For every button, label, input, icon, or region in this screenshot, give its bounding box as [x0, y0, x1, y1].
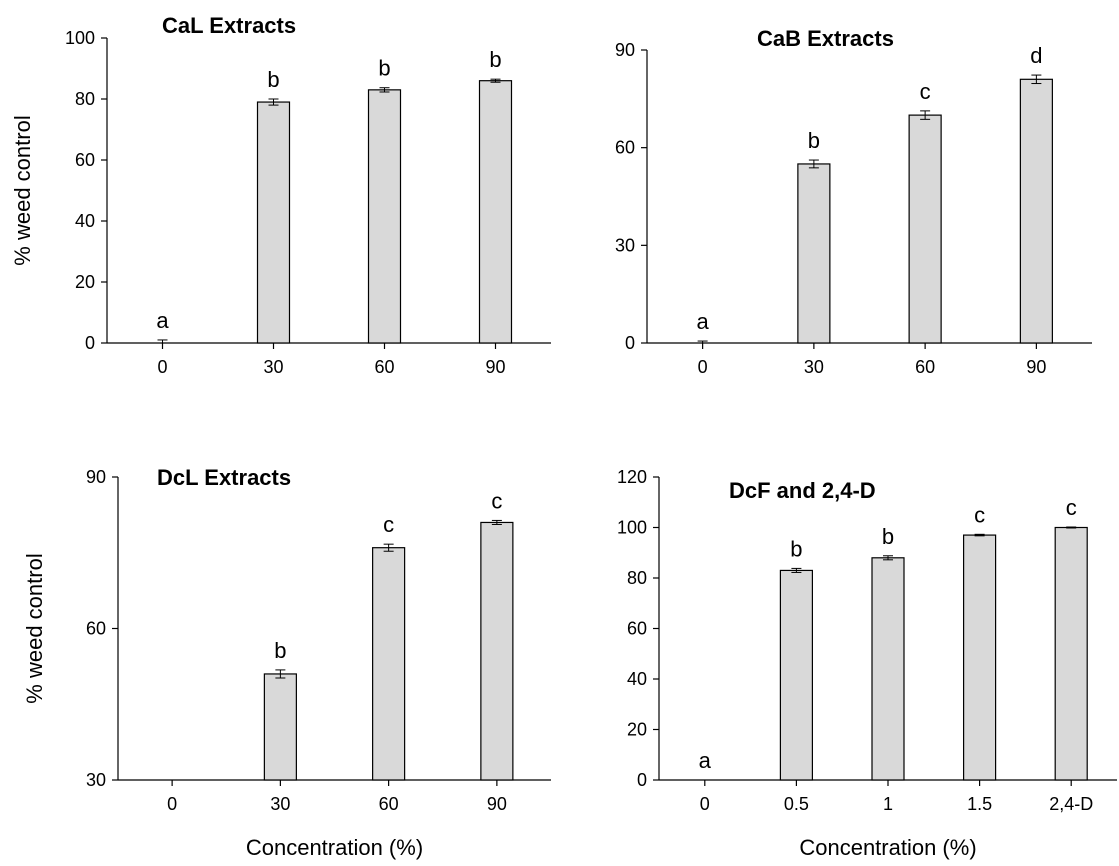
- significance-letter: b: [882, 524, 894, 549]
- error-bar: [697, 340, 708, 344]
- y-tick-label: 100: [65, 28, 95, 48]
- y-axis-label: % weed control: [10, 115, 35, 265]
- bar: [478, 80, 513, 344]
- x-tick-label: 60: [915, 357, 935, 377]
- x-tick-label: 30: [804, 357, 824, 377]
- x-tick-label: 0.5: [784, 794, 809, 814]
- y-axis-label: % weed control: [22, 553, 47, 703]
- y-tick-label: 60: [627, 619, 647, 639]
- significance-letter: b: [378, 56, 390, 81]
- bar: [367, 89, 402, 344]
- x-tick-label: 0: [157, 357, 167, 377]
- y-tick-label: 40: [75, 211, 95, 231]
- error-bar: [920, 110, 931, 120]
- y-tick-label: 20: [75, 272, 95, 292]
- error-bar: [275, 669, 286, 679]
- error-bar: [490, 78, 501, 83]
- x-tick-label: 90: [485, 357, 505, 377]
- x-tick-label: 1: [883, 794, 893, 814]
- significance-letter: c: [1066, 495, 1077, 520]
- significance-letter: b: [808, 128, 820, 153]
- chart-panel-3: DcL Extracts % weed control Concentration …: [22, 465, 551, 860]
- error-bar: [379, 87, 390, 93]
- bar: [256, 101, 291, 344]
- error-bar: [383, 543, 394, 552]
- error-bar: [1066, 526, 1077, 529]
- y-tick-label: 120: [617, 467, 647, 487]
- x-tick-label: 60: [374, 357, 394, 377]
- y-tick-label: 80: [75, 89, 95, 109]
- x-tick-label: 90: [487, 794, 507, 814]
- bar: [1019, 78, 1053, 344]
- bar: [372, 547, 406, 781]
- y-tick-label: 30: [615, 235, 635, 255]
- x-tick-label: 90: [1026, 357, 1046, 377]
- chart-title: CaB Extracts: [757, 26, 894, 51]
- significance-letter: c: [920, 79, 931, 104]
- significance-letter: c: [383, 512, 394, 537]
- bar: [871, 557, 905, 781]
- y-tick-label: 80: [627, 568, 647, 588]
- significance-letter: b: [790, 536, 802, 561]
- y-tick-label: 0: [637, 770, 647, 790]
- chart-panel-2: CaB Extracts 0 30 60 90 0 a 30 b 60 c 90 d: [615, 26, 1092, 377]
- chart-title: DcF and 2,4-D: [729, 478, 876, 503]
- y-tick-label: 90: [86, 467, 106, 487]
- bar: [480, 521, 514, 781]
- error-bar: [808, 159, 819, 169]
- y-tick-label: 0: [625, 333, 635, 353]
- y-tick-label: 0: [85, 333, 95, 353]
- bar: [962, 534, 997, 781]
- significance-letter: c: [974, 502, 985, 527]
- x-tick-label: 30: [270, 794, 290, 814]
- bar: [1054, 526, 1088, 781]
- y-tick-label: 60: [615, 138, 635, 158]
- significance-letter: a: [156, 308, 169, 333]
- error-bar: [491, 519, 502, 525]
- x-tick-label: 2,4-D: [1049, 794, 1093, 814]
- bar: [779, 569, 814, 781]
- significance-letter: b: [267, 67, 279, 92]
- x-tick-label: 30: [263, 357, 283, 377]
- bar: [908, 114, 942, 344]
- significance-letter: b: [489, 47, 501, 72]
- x-tick-label: 0: [700, 794, 710, 814]
- y-tick-label: 20: [627, 720, 647, 740]
- significance-letter: a: [697, 309, 710, 334]
- y-tick-label: 90: [615, 40, 635, 60]
- chart-panel-4: DcF and 2,4-D Concentration (%) 0 20 40 60 80 1…: [617, 467, 1117, 860]
- bar: [797, 163, 831, 344]
- significance-letter: a: [699, 748, 712, 773]
- x-tick-label: 1.5: [967, 794, 992, 814]
- error-bar: [974, 533, 985, 537]
- chart-panel-1: CaL Extracts % weed control 0 20 40 60 80 100 0 a…: [10, 13, 551, 377]
- bar: [263, 673, 297, 781]
- significance-letter: b: [274, 638, 286, 663]
- y-tick-label: 30: [86, 770, 106, 790]
- y-tick-label: 60: [86, 619, 106, 639]
- y-tick-label: 100: [617, 518, 647, 538]
- x-tick-label: 0: [698, 357, 708, 377]
- x-axis-label: Concentration (%): [246, 835, 423, 860]
- error-bar: [268, 98, 279, 106]
- error-bar: [157, 339, 168, 344]
- significance-letter: c: [491, 488, 502, 513]
- chart-title: CaL Extracts: [162, 13, 296, 38]
- x-tick-label: 0: [167, 794, 177, 814]
- chart-title: DcL Extracts: [157, 465, 291, 490]
- x-tick-label: 60: [379, 794, 399, 814]
- error-bar: [1031, 74, 1042, 85]
- error-bar: [883, 555, 893, 561]
- y-tick-label: 40: [627, 669, 647, 689]
- significance-letter: d: [1030, 43, 1042, 68]
- y-tick-label: 60: [75, 150, 95, 170]
- x-axis-label: Concentration (%): [799, 835, 976, 860]
- error-bar: [791, 567, 802, 573]
